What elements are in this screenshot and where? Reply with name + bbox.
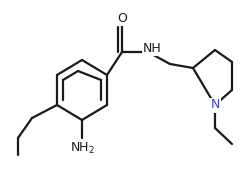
Text: NH: NH <box>143 41 161 55</box>
Text: NH$_2$: NH$_2$ <box>69 141 94 156</box>
Text: N: N <box>210 98 220 112</box>
Text: O: O <box>117 12 127 25</box>
